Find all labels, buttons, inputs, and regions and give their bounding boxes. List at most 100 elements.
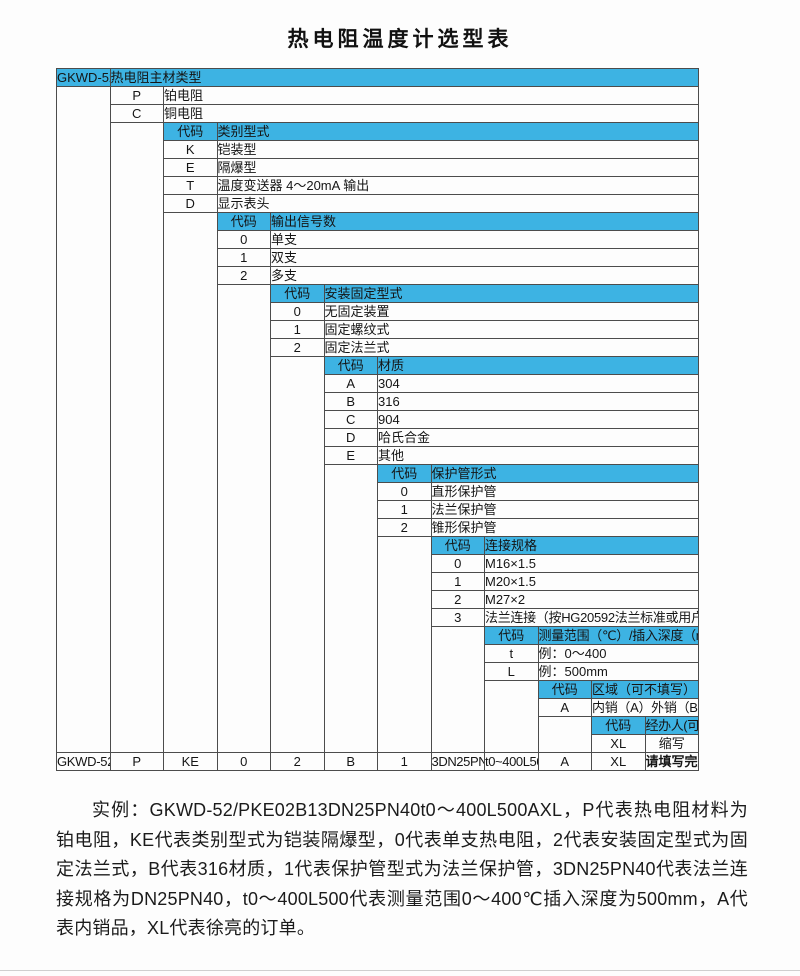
table-cell: B [323, 392, 378, 411]
summary-cell: XL [591, 752, 646, 771]
table-cell: 无固定装置 [323, 302, 700, 321]
table-row: 代码 材质 [57, 356, 700, 753]
table-cell: E [163, 158, 218, 177]
table-cell: 铠装型 [216, 140, 700, 159]
code-header-cell: 代码 [270, 284, 325, 303]
table-cell: A [323, 374, 378, 393]
blank-cell [430, 626, 485, 753]
table-row: E 隔爆型 [57, 158, 700, 177]
code-header-cell: 代码 [163, 122, 218, 141]
table-cell: 1 [430, 572, 485, 591]
table-row: 0 M16×1.5 [57, 554, 700, 573]
table-row: 代码 连接规格 [57, 536, 700, 753]
table-cell: 2 [216, 266, 271, 285]
table-row: P 铂电阻 [56, 86, 700, 753]
table-row: A 304 [57, 374, 700, 393]
table-cell: 1 [377, 500, 432, 519]
section-header-cell: 区域（可不填写） [590, 680, 700, 699]
table-row: 0 单支 [57, 230, 700, 249]
table-cell: C [109, 104, 164, 123]
code-header-cell: 代码 [216, 212, 271, 231]
table-cell: 0 [216, 230, 271, 249]
table-row: 代码 区域（可不填写） [57, 680, 700, 753]
table-row: 代码 安装固定型式 [57, 284, 700, 753]
table-cell: 内销（A）外销（B） [590, 698, 700, 717]
code-header-cell: 代码 [591, 716, 646, 735]
table-cell: 法兰保护管 [430, 500, 700, 519]
table-row: E 其他 [57, 446, 700, 465]
section-header-cell: 连接规格 [483, 536, 700, 555]
table-cell: 2 [270, 338, 325, 357]
table-row: 2 固定法兰式 [57, 338, 700, 357]
table-row: t 例：0～400 [57, 644, 700, 663]
blank-cell [109, 122, 164, 753]
table-row: D 显示表头 [57, 194, 700, 213]
table-row: 0 无固定装置 [57, 302, 700, 321]
summary-cell: 2 [270, 752, 325, 771]
summary-cell: 0 [216, 752, 271, 771]
page-edge-divider [0, 970, 800, 971]
section-header-cell: 输出信号数 [269, 212, 700, 231]
example-paragraph: 实例：GKWD-52/PKE02B13DN25PN40t0～400L500AXL… [56, 800, 748, 938]
table-cell: 单支 [269, 230, 700, 249]
summary-cell: A [537, 752, 592, 771]
blank-cell [216, 284, 271, 753]
summary-cell: t0~400L500 [484, 752, 539, 771]
table-row: XL 缩写 [57, 734, 700, 753]
table-cell: 0 [377, 482, 432, 501]
table-cell: 固定法兰式 [323, 338, 700, 357]
table-cell: 显示表头 [216, 194, 700, 213]
table-cell: 3 [430, 608, 485, 627]
table-cell: t [484, 644, 539, 663]
model-code-cell: GKWD-52 [56, 68, 111, 87]
table-cell: 304 [376, 374, 700, 393]
code-header-cell: 代码 [377, 464, 432, 483]
table-row: GKWD-52PKE02B13DN25PN40t0~400L500AXL请填写完… [56, 752, 700, 771]
table-cell: 隔爆型 [216, 158, 700, 177]
table-cell: 1 [270, 320, 325, 339]
table-cell: 0 [430, 554, 485, 573]
table-cell: E [323, 446, 378, 465]
code-header-cell: 代码 [430, 536, 485, 555]
summary-model-cell: GKWD-52 [56, 752, 111, 771]
blank-cell [537, 716, 592, 753]
summary-cell: P [109, 752, 164, 771]
table-cell: XL [591, 734, 646, 753]
table-row: D 哈氏合金 [57, 428, 700, 447]
blank-cell [270, 356, 325, 753]
section-header-cell: 类别型式 [216, 122, 700, 141]
table-cell: K [163, 140, 218, 159]
table-row: GKWD-52热电阻主材类型 [56, 68, 700, 87]
table-cell: D [163, 194, 218, 213]
table-row: 1 M20×1.5 [57, 572, 700, 591]
table-cell: 固定螺纹式 [323, 320, 700, 339]
table-row: 代码 类别型式 [57, 122, 700, 753]
section-header-cell: 热电阻主材类型 [109, 68, 700, 87]
table-cell: 1 [216, 248, 271, 267]
table-cell: 锥形保护管 [430, 518, 700, 537]
table-cell: 铜电阻 [162, 104, 700, 123]
table-cell: 多支 [269, 266, 700, 285]
table-cell: T [163, 176, 218, 195]
code-header-cell: 代码 [537, 680, 592, 699]
blank-cell [377, 536, 432, 753]
table-cell: 2 [430, 590, 485, 609]
table-cell: 904 [376, 410, 700, 429]
table-cell: 法兰连接（按HG20592法兰标准或用户要求）填写DN,PN [483, 608, 700, 627]
blank-cell [484, 680, 539, 753]
table-cell: 0 [270, 302, 325, 321]
selection-table: GKWD-52热电阻主材类型P铂电阻C铜电阻代码类别型式K铠装型E隔爆型T温度变… [56, 68, 700, 771]
blank-cell [323, 464, 378, 753]
table-row: 1 法兰保护管 [57, 500, 700, 519]
summary-cell: 1 [377, 752, 432, 771]
table-cell: 直形保护管 [430, 482, 700, 501]
table-row: L 例：500mm [57, 662, 700, 681]
summary-note-cell: 请填写完整 [644, 752, 700, 771]
table-cell: 316 [376, 392, 700, 411]
table-cell: 例：0～400 [537, 644, 700, 663]
summary-cell: B [323, 752, 378, 771]
blank-cell [163, 212, 218, 753]
table-cell: P [109, 86, 164, 105]
table-cell: 其他 [376, 446, 700, 465]
